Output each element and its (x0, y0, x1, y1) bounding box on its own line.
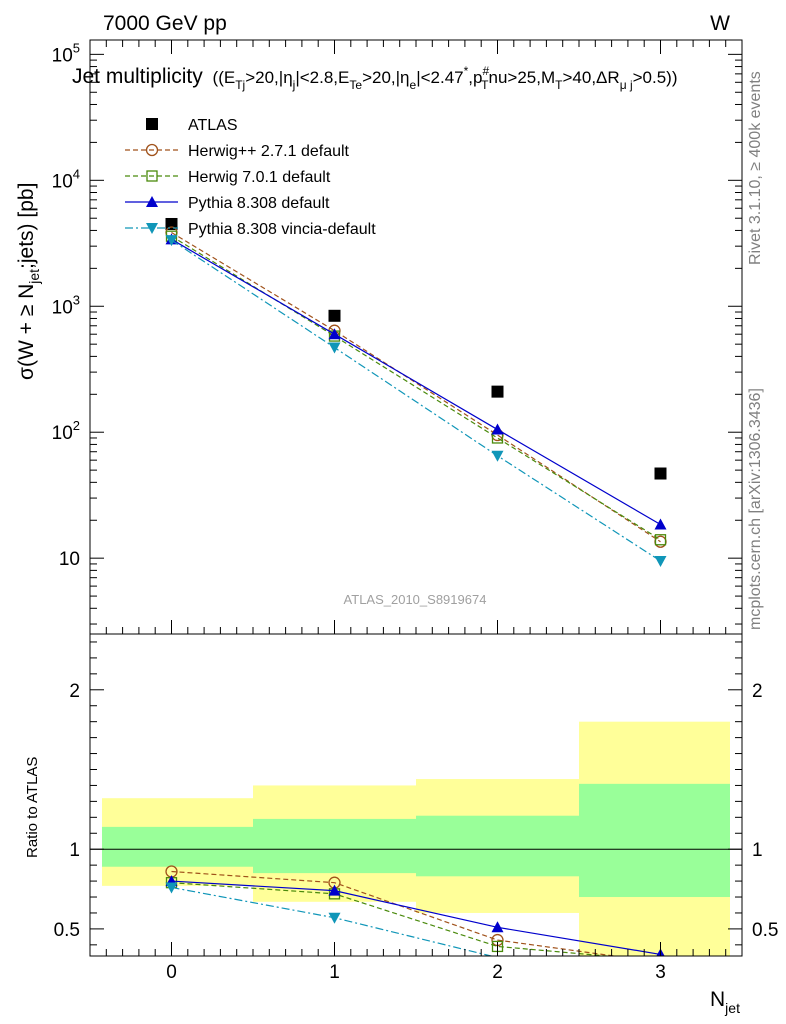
y-tick-label-2: 103 (52, 292, 80, 318)
data-point-s4-0 (165, 235, 178, 247)
x-axis-label-sub: jet (724, 1000, 740, 1016)
series-line-3 (171, 238, 661, 526)
title-cut-6: >20,|η (362, 68, 409, 87)
title-cut-3: j (292, 78, 296, 92)
ratio-band-inner-3 (579, 783, 730, 898)
legend-label-2: Herwig 7.0.1 default (188, 169, 331, 186)
data-point-s0-3 (654, 467, 667, 480)
series-line-1 (171, 232, 661, 543)
legend-label-3: Pythia 8.308 default (188, 195, 330, 212)
y-tick-base-1: 10 (52, 171, 73, 192)
legend-label-4: Pythia 8.308 vincia-default (188, 221, 376, 238)
title-cut-4: |<2.8,E (295, 68, 349, 87)
ratio-uncertainty-bands (90, 721, 742, 956)
header-energy-label: 7000 GeV pp (103, 12, 227, 35)
ratio-band-inner-0 (102, 826, 253, 867)
ratio-band-inner-2 (416, 815, 579, 877)
title-cut-5: Te (349, 78, 362, 92)
y-axis-label-sub: jet (26, 269, 42, 285)
title-cut-7: e (410, 78, 417, 92)
ratio-tick-label-1: 1 (69, 840, 80, 861)
y-tick-exp-3: 2 (73, 418, 80, 433)
x-tick-label-0: 0 (166, 962, 177, 983)
y-tick-base-0: 10 (52, 45, 73, 66)
data-point-s3-1 (328, 328, 341, 340)
ratio-band-inner-1 (253, 818, 416, 874)
data-point-s3-2 (491, 423, 504, 435)
y-axis-label-part-0: σ(W + ≥ N (15, 284, 38, 380)
y-axis-label: σ(W + ≥ Njet;jets) [pb] (15, 183, 42, 380)
rivet-version-label: Rivet 3.1.10, ≥ 400k events (747, 71, 764, 265)
data-point-s0-1 (328, 309, 341, 322)
ratio-point-s2-2 (491, 921, 504, 933)
ratio-point-s2-1 (328, 884, 341, 896)
title-cut-1: Tj (235, 78, 245, 92)
title-cut-16: μ j (620, 78, 633, 92)
title-cut-11: # (482, 64, 489, 78)
data-point-s0-2 (491, 385, 504, 398)
legend-label-0: ATLAS (188, 117, 238, 134)
header-process-label: W (710, 12, 730, 35)
y-tick-label-0: 105 (52, 40, 80, 66)
y-tick-label-4: 10 (59, 549, 80, 570)
ratio-line-3 (171, 886, 494, 956)
title-cut-15: >40,ΔR (563, 68, 620, 87)
plot-title-main: Jet multiplicity (72, 65, 203, 88)
data-point-s4-3 (654, 555, 667, 567)
legend-marker-1 (145, 143, 159, 157)
title-cut-9: * (464, 64, 469, 78)
y-tick-base-3: 10 (52, 423, 73, 444)
title-cut-13: nu>25,M (489, 68, 556, 87)
legend-label-1: Herwig++ 2.7.1 default (188, 143, 350, 160)
title-cut-14: T (555, 78, 563, 92)
data-point-s4-2 (491, 450, 504, 462)
y-tick-base-4: 10 (59, 549, 80, 570)
ratio-tick-label-5: 0.5 (752, 920, 778, 941)
ratio-point-s3-1 (328, 912, 341, 924)
title-cut-8: |<2.47 (416, 68, 463, 87)
x-tick-label-1: 1 (329, 962, 340, 983)
ratio-tick-label-0: 2 (69, 681, 80, 702)
y-tick-exp-2: 3 (73, 292, 80, 307)
ratio-tick-label-4: 1 (752, 840, 763, 861)
ratio-axis-label: Ratio to ATLAS (24, 757, 41, 858)
x-axis-label: Njet (710, 988, 740, 1016)
data-point-s2-3 (654, 534, 667, 546)
legend-marker-0 (146, 118, 158, 130)
title-cut-12: T (481, 78, 489, 92)
y-axis-label-part-2: ;jets) [pb] (15, 183, 38, 269)
ratio-tick-label-2: 0.5 (54, 920, 80, 941)
y-tick-base-2: 10 (52, 297, 73, 318)
y-tick-exp-1: 4 (73, 166, 80, 181)
legend: ATLAS Herwig++ 2.7.1 default Herwig 7.0.1 … (125, 117, 376, 238)
plot-title: Jet multiplicity ((ETj>20,|ηj|<2.8,ETe>2… (72, 64, 678, 92)
x-axis-label-main: N (710, 988, 725, 1011)
data-point-s3-3 (654, 518, 667, 530)
title-cut-17: >0.5)) (633, 68, 678, 87)
title-cut-10: ,p (468, 68, 482, 87)
axis-ticks (90, 40, 742, 956)
title-cut-2: >20,|η (245, 68, 292, 87)
title-cut-0: ((E (213, 68, 236, 87)
x-tick-label-3: 3 (655, 962, 666, 983)
data-point-s0-0 (165, 217, 178, 230)
y-tick-label-3: 102 (52, 418, 80, 444)
series-line-4 (171, 239, 661, 562)
x-tick-label-2: 2 (492, 962, 503, 983)
legend-marker-3 (146, 196, 158, 207)
y-tick-exp-0: 5 (73, 40, 80, 55)
legend-marker-2 (146, 170, 158, 182)
ratio-point-s3-0 (165, 882, 178, 894)
legend-marker-4 (146, 223, 158, 234)
analysis-id-watermark: ATLAS_2010_S8919674 (344, 592, 487, 607)
main-series-group (165, 217, 667, 567)
ratio-line-2 (171, 880, 661, 955)
ratio-tick-label-3: 2 (752, 681, 763, 702)
mcplots-credit-label: mcplots.cern.ch [arXiv:1306.3436] (747, 388, 764, 630)
data-point-s4-1 (328, 342, 341, 354)
y-tick-label-1: 104 (52, 166, 80, 192)
